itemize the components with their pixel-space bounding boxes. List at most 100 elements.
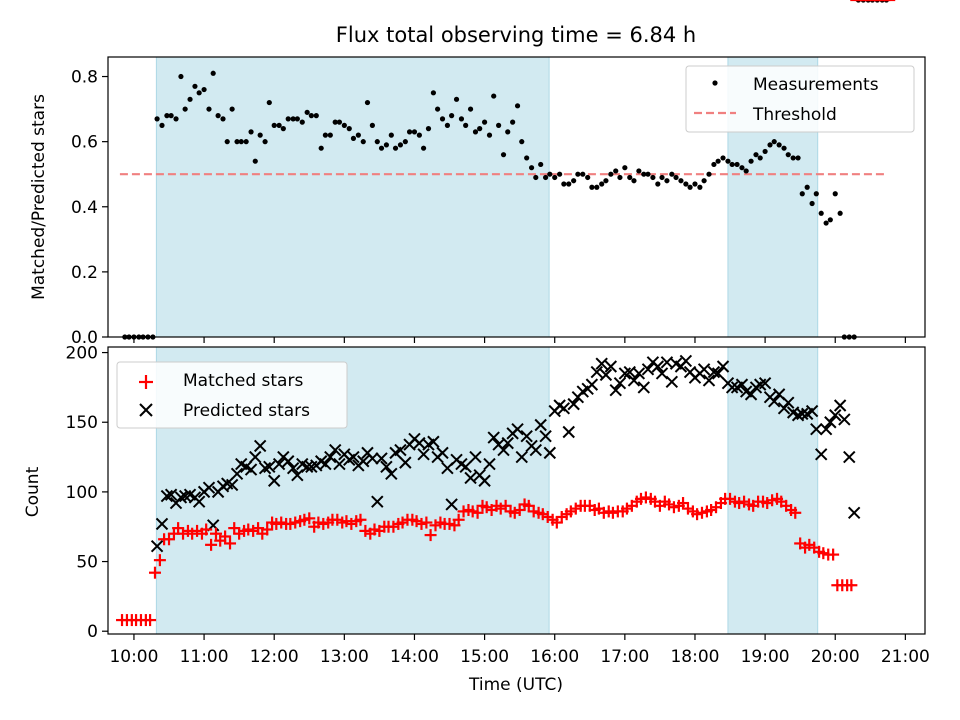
x-tick-label: 12:00 [250, 647, 299, 667]
predicted-star-point [427, 435, 440, 448]
predicted-star-point [385, 467, 398, 480]
matched-star-point [452, 513, 465, 526]
measurement-point [524, 155, 530, 161]
measurement-point [224, 139, 230, 145]
ratio-plot-frame [107, 56, 926, 338]
measurement-point [192, 83, 198, 89]
measurement-point [655, 181, 661, 187]
measurement-point [383, 142, 390, 148]
measurement-point [318, 145, 324, 151]
measurement-point [467, 106, 474, 112]
count-y-axis-label: Count [23, 466, 43, 517]
measurement-point [767, 142, 773, 148]
predicted-star-point [557, 402, 571, 415]
measurement-point [538, 161, 544, 168]
x-tick-label: 13:00 [320, 647, 369, 667]
predicted-star-point [567, 397, 580, 411]
predicted-star-point [627, 374, 641, 387]
measurement-point [701, 178, 707, 184]
y-tick-label: 0.8 [71, 68, 98, 88]
predicted-star-point [394, 443, 407, 457]
measurement-point [603, 178, 609, 184]
measurement-point [276, 122, 282, 128]
measurement-point [402, 139, 408, 145]
measurement-point [827, 217, 833, 223]
measurement-point [687, 184, 693, 190]
predicted-star-point [436, 446, 449, 460]
measurement-point [327, 132, 333, 138]
measurement-point [809, 200, 815, 207]
predicted-star-point [758, 377, 772, 390]
measurement-point [271, 122, 277, 128]
measurement-point [776, 142, 782, 148]
measurement-point [748, 158, 754, 164]
measurement-point [294, 116, 300, 122]
measurement-point [187, 96, 193, 102]
predicted-star-point [796, 407, 809, 421]
matched-star-point [219, 530, 232, 543]
count-y-ticks: 0 50 100 150 200 [66, 344, 108, 642]
legend-matched-marker [139, 375, 153, 389]
measurement-point [636, 168, 642, 174]
measurement-point [771, 139, 777, 145]
predicted-star-point [464, 471, 477, 485]
matched-star-point [845, 579, 858, 592]
predicted-star-point [357, 455, 370, 468]
measurement-point [533, 174, 539, 181]
predicted-star-point [347, 450, 360, 464]
measurement-point [505, 129, 511, 135]
predicted-star-point [843, 450, 856, 464]
measurement-point [706, 171, 712, 177]
ratio-legend-box [685, 65, 915, 133]
measurement-point [823, 220, 829, 226]
chart-title: Flux total observing time = 6.84 h [336, 23, 696, 47]
legend-threshold-label: Threshold [752, 105, 837, 125]
matched-star-point [303, 512, 316, 525]
predicted-star-point [810, 422, 823, 436]
count-panel: 0 50 100 150 200 10:00 11:00 12:00 13:00 14:00 15… [23, 0, 930, 695]
predicted-star-point [707, 365, 721, 379]
measurement-point [341, 122, 347, 128]
predicted-star-point [202, 481, 216, 494]
measurement-point [673, 174, 679, 181]
measurement-point [664, 178, 670, 184]
measurement-point [355, 132, 361, 138]
measurement-point [378, 145, 385, 151]
matched-star-point [144, 614, 157, 627]
measurement-point [571, 178, 577, 184]
predicted-star-point [539, 429, 552, 443]
measurement-point [585, 174, 591, 181]
predicted-star-point [637, 381, 650, 394]
legend-predicted-marker [139, 403, 153, 417]
predicted-star-point [679, 354, 693, 368]
predicted-star-point [768, 395, 781, 408]
measurement-point [234, 139, 240, 145]
measurement-point [729, 161, 735, 168]
predicted-star-point [487, 431, 500, 444]
predicted-star-point [829, 409, 842, 422]
measurement-point [659, 174, 665, 181]
predicted-star-point [445, 498, 458, 511]
measurement-point [739, 165, 745, 171]
x-tick-label: 18:00 [670, 647, 719, 667]
x-tick-label: 10:00 [109, 647, 158, 667]
predicted-star-point [497, 443, 510, 457]
measurement-point [449, 113, 455, 119]
measurement-point [753, 152, 759, 158]
predicted-star-point [291, 468, 304, 482]
measurement-point [206, 106, 212, 112]
measurement-point [575, 171, 581, 177]
measurement-point [477, 126, 483, 132]
measurement-point [392, 145, 399, 151]
predicted-star-point [469, 450, 482, 464]
predicted-star-point [258, 462, 272, 475]
measurement-point [781, 145, 787, 151]
measurement-point [608, 171, 614, 177]
measurement-point [617, 174, 623, 181]
matched-star-point [153, 554, 166, 567]
matched-star-point [354, 513, 367, 526]
measurement-point [425, 126, 432, 132]
measurement-point [561, 181, 567, 187]
predicted-star-point [329, 443, 342, 457]
predicted-star-point [697, 363, 711, 376]
